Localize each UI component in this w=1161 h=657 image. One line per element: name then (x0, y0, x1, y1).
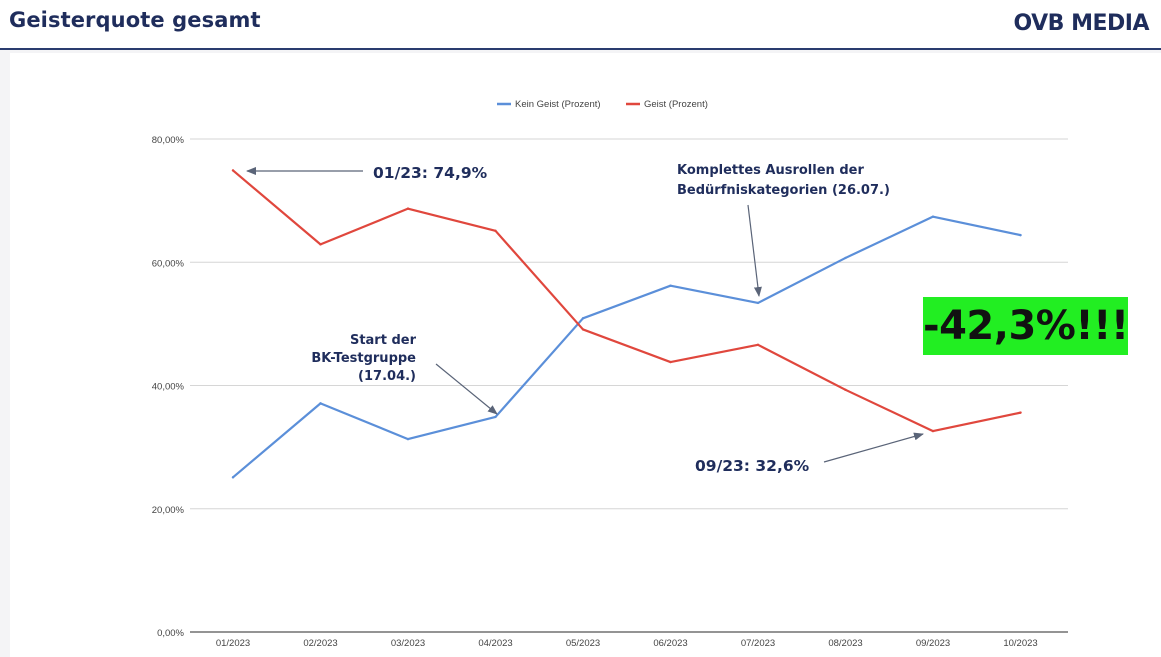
data-point (931, 429, 935, 433)
data-point (319, 243, 322, 246)
data-point (494, 415, 497, 419)
legend-label: Kein Geist (Prozent) (515, 99, 601, 110)
data-point (319, 402, 322, 405)
annotation-text: 09/23: 32,6% (695, 457, 810, 475)
data-point (669, 360, 672, 364)
data-point (581, 328, 585, 331)
highlight-text: -42,3%!!! (923, 303, 1129, 349)
data-point (231, 476, 235, 479)
x-tick-label: 03/2023 (391, 638, 425, 649)
series-line-geist (231, 169, 1022, 433)
data-point (756, 301, 760, 305)
data-point (844, 256, 847, 260)
annotation-text: Komplettes Ausrollen der (677, 163, 864, 178)
annotation-text: (17.04.) (358, 369, 416, 384)
annotation-text: Bedürfniskategorien (26.07.) (677, 183, 890, 198)
x-tick-label: 01/2023 (216, 638, 250, 649)
data-point (406, 207, 410, 210)
x-tick-label: 10/2023 (1003, 638, 1037, 649)
annotation-text: BK-Testgruppe (311, 351, 416, 366)
highlight-badge (923, 297, 1128, 355)
y-tick-label: 80,00% (152, 135, 185, 146)
header-bar: Geisterquote gesamt OVB MEDIA (0, 0, 1161, 50)
annotation-arrow (747, 204, 762, 297)
data-point (1019, 233, 1022, 237)
data-point (669, 284, 672, 287)
x-tick-label: 06/2023 (653, 638, 687, 649)
y-tick-label: 60,00% (152, 258, 185, 269)
data-point (581, 317, 585, 320)
series-line-kein-geist (231, 215, 1022, 479)
data-point (406, 437, 410, 441)
annotation-text: Start der (350, 333, 417, 348)
y-tick-label: 20,00% (152, 505, 185, 516)
annotation-arrow (823, 432, 924, 463)
data-point (844, 388, 847, 392)
brand-logo: OVB MEDIA (1013, 11, 1150, 36)
x-tick-label: 08/2023 (828, 638, 862, 649)
data-point (756, 343, 760, 347)
data-point (931, 215, 935, 218)
page-title: Geisterquote gesamt (9, 8, 261, 32)
data-point (494, 229, 497, 233)
y-tick-label: 40,00% (152, 382, 185, 393)
x-tick-label: 05/2023 (566, 638, 600, 649)
x-tick-label: 04/2023 (478, 638, 512, 649)
x-tick-label: 07/2023 (741, 638, 775, 649)
x-tick-label: 02/2023 (303, 638, 337, 649)
annotation-arrow (435, 363, 498, 415)
chart-panel (10, 53, 1161, 657)
annotation-text: 01/23: 74,9% (373, 164, 488, 182)
y-tick-label: 0,00% (157, 628, 184, 639)
data-point (231, 169, 235, 172)
legend-label: Geist (Prozent) (644, 99, 708, 110)
x-tick-label: 09/2023 (916, 638, 950, 649)
data-point (1019, 411, 1022, 414)
